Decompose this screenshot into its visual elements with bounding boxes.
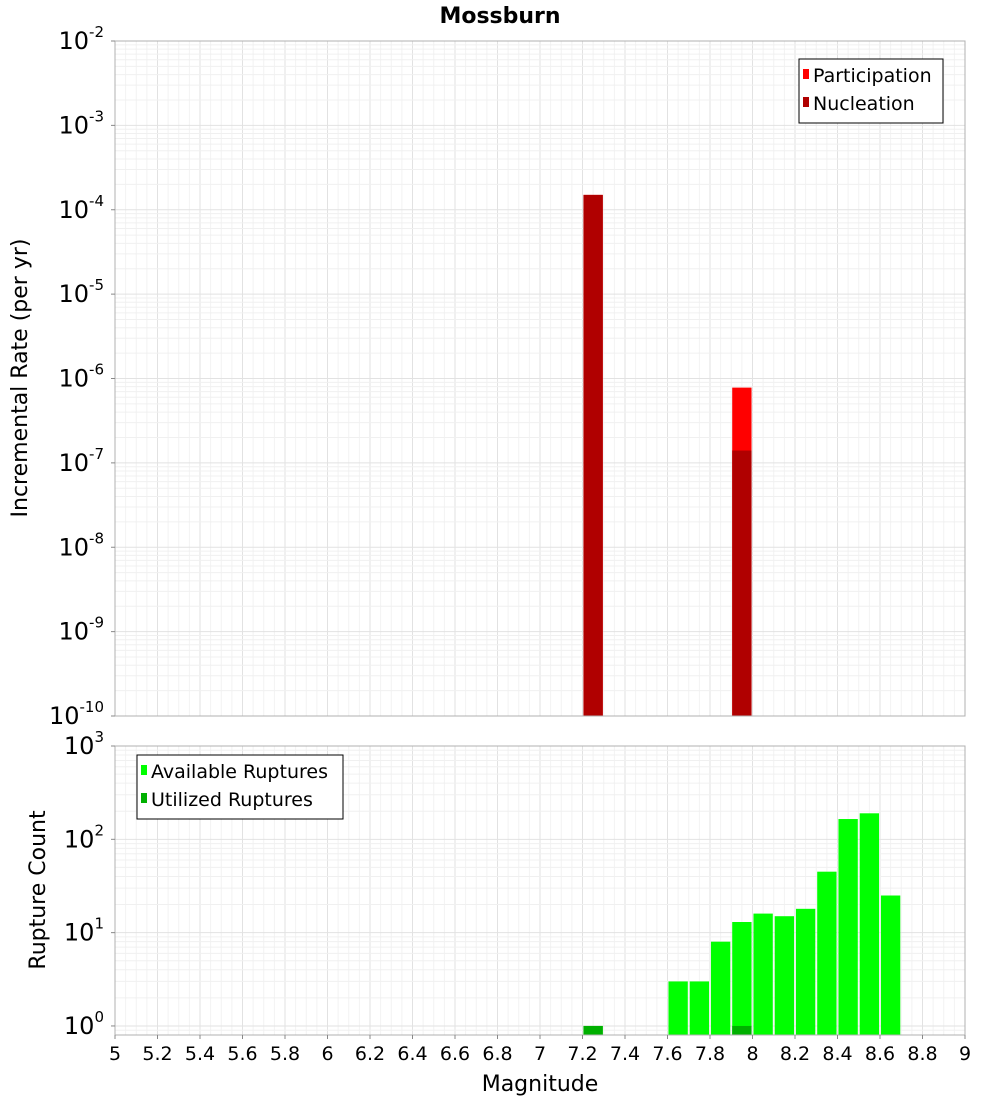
available-ruptures-bar (753, 913, 773, 1035)
utilized-ruptures-bar (583, 1025, 603, 1035)
y-tick-label: 10-3 (58, 107, 104, 139)
x-tick-label: 5.8 (270, 1043, 300, 1065)
legend-label: Nucleation (813, 93, 915, 115)
x-tick-label: 7.6 (652, 1043, 682, 1065)
available-ruptures-bar (689, 981, 710, 1035)
chart-title: Mossburn (439, 4, 560, 29)
y-tick-label: 10-9 (58, 614, 104, 646)
x-tick-label: 5 (109, 1043, 121, 1065)
legend-swatch (803, 69, 809, 79)
legend-box (798, 58, 944, 124)
available-ruptures-bar (838, 819, 858, 1035)
y-tick-label: 101 (64, 915, 104, 947)
x-tick-label: 8.8 (907, 1043, 937, 1065)
available-ruptures-bar (774, 916, 795, 1035)
bottom-y-axis-label: Rupture Count (26, 810, 51, 970)
x-tick-label: 6.2 (355, 1043, 385, 1065)
top-y-axis-label: Incremental Rate (per yr) (8, 239, 33, 518)
available-ruptures-bar (859, 813, 880, 1035)
legend-swatch (141, 765, 147, 775)
x-tick-label: 5.4 (185, 1043, 215, 1065)
available-ruptures-bar (817, 871, 837, 1035)
available-ruptures-bar (710, 941, 731, 1035)
nucleation-bar (583, 194, 603, 716)
legend-box (136, 754, 344, 820)
x-tick-label: 5.6 (227, 1043, 257, 1065)
available-ruptures-bar (795, 908, 816, 1035)
x-tick-label: 8.4 (822, 1043, 852, 1065)
x-tick-label: 6.4 (397, 1043, 427, 1065)
y-tick-label: 10-8 (58, 529, 104, 561)
y-tick-label: 10-4 (58, 192, 104, 224)
legend-swatch (803, 97, 809, 107)
available-ruptures-bar (880, 895, 901, 1035)
x-tick-label: 6.8 (482, 1043, 512, 1065)
x-tick-label: 8.2 (780, 1043, 810, 1065)
x-tick-label: 6.6 (440, 1043, 470, 1065)
x-tick-label: 7.4 (610, 1043, 640, 1065)
legend-label: Available Ruptures (151, 761, 328, 783)
rate-panel: 10-2 10-3 10-4 10-5 10-6 10-7 10-8 10-9 10-10 (49, 23, 966, 730)
legend-label: Participation (813, 65, 932, 87)
y-tick-label: 10-5 (58, 276, 104, 308)
count-legend: Available Ruptures Utilized Ruptures (136, 754, 344, 820)
available-ruptures-bar (732, 922, 752, 1035)
y-tick-label: 10-10 (49, 698, 104, 730)
y-tick-label: 10-7 (58, 445, 104, 477)
x-tick-label: 7 (534, 1043, 546, 1065)
y-tick-label: 10-2 (58, 23, 104, 55)
magnitude-axis: 5 5.2 5.4 5.6 5.8 6 6.2 6.4 6.6 6.8 7 7.2 7.4 7.6 7.8 8… (109, 1035, 971, 1065)
available-ruptures-bar (668, 981, 688, 1035)
x-tick-label: 9 (959, 1043, 971, 1065)
y-tick-label: 103 (64, 728, 104, 760)
x-tick-label: 7.8 (695, 1043, 725, 1065)
y-tick-label: 102 (64, 821, 104, 853)
y-tick-label: 100 (64, 1008, 104, 1040)
legend-swatch (141, 793, 147, 803)
rate-legend: Participation Nucleation (798, 58, 944, 124)
x-tick-label: 8.6 (865, 1043, 895, 1065)
utilized-ruptures-bar (732, 1025, 752, 1035)
y-tick-label: 10-6 (58, 361, 104, 393)
x-tick-label: 8 (746, 1043, 758, 1065)
x-tick-label: 7.2 (567, 1043, 597, 1065)
x-axis-label: Magnitude (482, 1072, 599, 1097)
x-tick-label: 6 (321, 1043, 333, 1065)
nucleation-bar (732, 450, 752, 716)
legend-label: Utilized Ruptures (151, 789, 313, 811)
x-tick-label: 5.2 (142, 1043, 172, 1065)
